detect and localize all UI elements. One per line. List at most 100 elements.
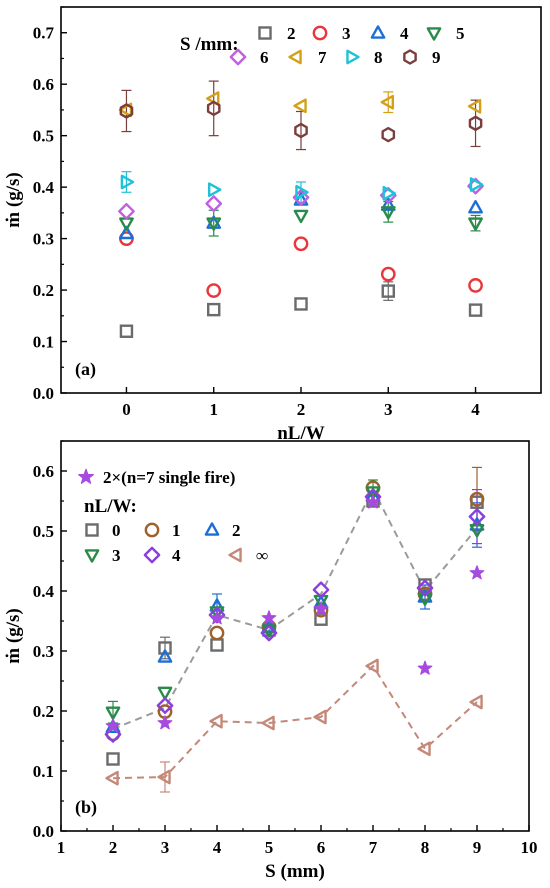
marker-shape [120, 174, 135, 190]
marker-shape [313, 709, 327, 725]
data-point-triangle-left [467, 98, 482, 114]
data-point-triangle-left [365, 658, 379, 674]
marker-shape [228, 547, 242, 563]
data-point-diamond [205, 195, 223, 212]
marker-shape [260, 624, 278, 642]
marker-shape [469, 177, 484, 192]
marker-shape [467, 98, 482, 114]
marker-shape [469, 517, 485, 531]
marker-shape [380, 266, 396, 282]
marker-shape [468, 115, 483, 132]
x-tick-label: 3 [161, 838, 170, 857]
marker-shape [313, 601, 329, 616]
marker-shape [258, 26, 272, 40]
x-tick-label: 4 [471, 400, 480, 419]
legend-marker [370, 25, 386, 39]
marker-shape [365, 494, 381, 509]
data-point-square [381, 284, 395, 298]
legend-marker [85, 523, 99, 537]
marker-shape [468, 278, 483, 293]
data-point-star [417, 660, 433, 675]
legend-marker [258, 26, 272, 40]
data-point-hexagon [381, 126, 396, 143]
x-tick-label: 10 [521, 838, 538, 857]
marker-shape [417, 660, 433, 675]
marker-shape [426, 27, 442, 41]
marker-shape [205, 195, 223, 212]
data-point-triangle-left [313, 709, 327, 725]
marker-shape [156, 697, 174, 714]
data-point-square [210, 638, 224, 652]
data-point-hexagon [206, 100, 221, 117]
data-point-diamond [104, 726, 122, 743]
x-tick-label: 6 [317, 838, 326, 857]
marker-shape [158, 641, 172, 655]
data-point-square [468, 303, 483, 317]
marker-shape [206, 217, 222, 231]
y-tick-label: 0.0 [33, 384, 54, 403]
marker-shape [312, 581, 330, 599]
legend-label: 1 [172, 521, 181, 540]
data-point-square [106, 752, 120, 766]
x-tick-label: 8 [421, 838, 430, 857]
marker-shape [118, 202, 135, 220]
y-tick-label: 0.0 [33, 822, 54, 841]
legend-label: 6 [260, 48, 269, 67]
x-axis-title: nL/W [277, 423, 325, 444]
x-tick-label: 2 [297, 400, 306, 419]
legend-label: 4 [172, 546, 181, 565]
y-tick-label: 0.2 [33, 702, 54, 721]
data-point-triangle-left [380, 94, 395, 110]
data-point-triangle-down [105, 706, 121, 720]
data-point-triangle-left [469, 694, 483, 710]
x-tick-label: 1 [57, 838, 66, 857]
data-point-triangle-left [105, 770, 119, 786]
legend-marker-star [78, 468, 94, 484]
legend-marker [204, 522, 220, 536]
panel-label: (b) [75, 797, 97, 818]
marker-shape [157, 649, 173, 663]
y-tick-label: 0.6 [33, 462, 54, 481]
y-tick-label: 0.5 [33, 127, 54, 146]
x-tick-label: 9 [473, 838, 482, 857]
marker-shape [346, 49, 360, 65]
panel-b-chart: 1 2 3 4 5 6 7 8 9 100.00.10.20.30.40.50.6S (mm)ṁ … [3, 440, 538, 882]
dashed-trend-line-1 [112, 664, 478, 780]
marker-shape [204, 522, 220, 536]
marker-shape [293, 98, 307, 114]
marker-shape [261, 715, 275, 731]
data-point-star [469, 565, 485, 580]
data-point-diamond [312, 581, 330, 599]
marker-shape [210, 638, 224, 652]
y-tick-label: 0.1 [33, 762, 54, 781]
marker-shape [380, 94, 395, 110]
data-point-triangle-down [119, 217, 134, 231]
data-point-triangle-right [295, 184, 309, 200]
data-point-hexagon [119, 103, 134, 119]
data-point-triangle-right [469, 177, 484, 192]
y-tick-label: 0.3 [33, 642, 54, 661]
marker-shape [157, 715, 173, 730]
marker-shape [209, 625, 225, 641]
data-point-triangle-left [293, 98, 307, 114]
y-tick-label: 0.3 [33, 230, 54, 249]
y-tick-label: 0.5 [33, 522, 54, 541]
marker-shape [105, 706, 121, 720]
data-point-triangle-down [206, 217, 222, 231]
marker-shape [468, 303, 483, 317]
marker-shape [468, 200, 483, 214]
data-point-diamond [208, 606, 226, 624]
y-tick-label: 0.4 [33, 178, 55, 197]
data-point-diamond [416, 579, 434, 597]
data-point-diamond [260, 624, 278, 642]
marker-shape [380, 197, 396, 211]
data-point-circle [293, 236, 309, 252]
legend-label: 3 [342, 24, 351, 43]
legend-label: 3 [112, 546, 121, 565]
data-point-diamond [468, 508, 486, 525]
data-point-triangle-up [380, 197, 396, 211]
legend-label: 8 [374, 48, 383, 67]
marker-shape [119, 225, 134, 240]
legend-label: 2 [287, 24, 296, 43]
